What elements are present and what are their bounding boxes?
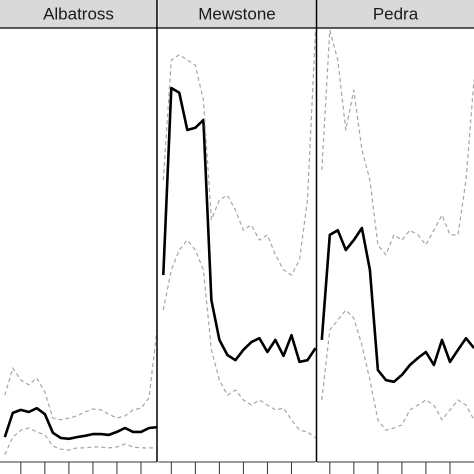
mean-line [162, 86, 317, 364]
mean-line [320, 226, 474, 384]
interval-line [321, 29, 474, 256]
mean-line [3, 406, 158, 441]
interval-line [321, 309, 474, 431]
strip-title: Mewstone [198, 4, 275, 23]
strip [0, 0, 157, 28]
interval-line [162, 239, 316, 439]
strip [158, 0, 316, 28]
interval-line [4, 427, 157, 456]
strip-title: Albatross [43, 4, 114, 23]
interval-line [162, 30, 317, 276]
strip-title: Pedra [373, 4, 419, 23]
strip [317, 0, 474, 28]
interval-line [4, 329, 158, 421]
